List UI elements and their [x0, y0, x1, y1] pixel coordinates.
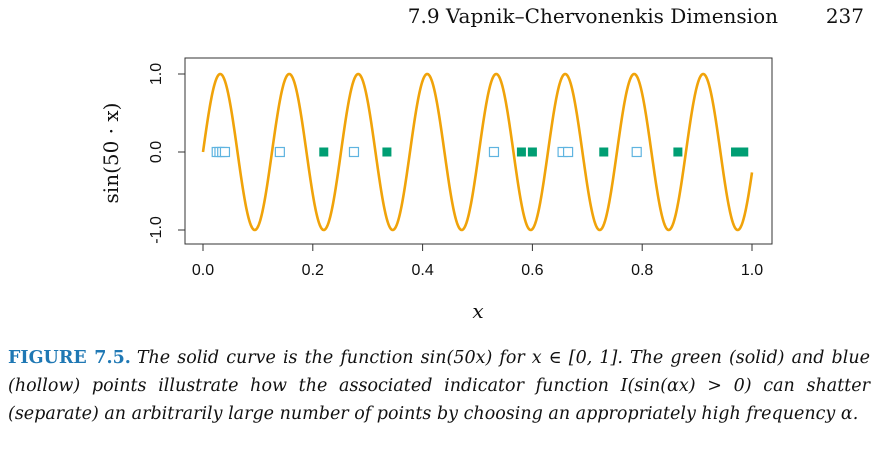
sine-figure: 0.0 0.2 0.4 0.6 0.8 1.0 -1.0 0.0 1.0 x sin(50 ·… [99, 57, 773, 323]
caption-label: FIGURE 7.5. [8, 348, 131, 368]
x-axis: 0.0 0.2 0.4 0.6 0.8 1.0 [192, 244, 763, 279]
blue-hollow-point [219, 146, 231, 158]
green-solid-point [319, 147, 329, 157]
green-solid-point [599, 147, 609, 157]
x-tick-label: 0.2 [302, 262, 324, 279]
y-axis: -1.0 0.0 1.0 [148, 63, 185, 244]
x-tick-label: 0.4 [411, 262, 433, 279]
green-solid-point [527, 147, 537, 157]
sine-curve [201, 72, 754, 232]
figure-caption: FIGURE 7.5. The solid curve is the functi… [8, 344, 870, 428]
points-group [211, 146, 749, 158]
y-axis-label: sin(50 · x) [99, 103, 123, 204]
blue-hollow-point [274, 146, 285, 158]
plot-frame [184, 57, 773, 245]
x-tick-label: 0.8 [631, 262, 653, 279]
x-tick-label: 0.6 [521, 262, 543, 279]
blue-hollow-point [488, 146, 500, 158]
green-solid-point [731, 147, 741, 157]
green-solid-point [673, 147, 683, 157]
x-tick-label: 0.0 [192, 262, 214, 279]
green-solid-point [382, 147, 392, 157]
green-solid-point [739, 147, 749, 157]
page-number: 237 [825, 4, 864, 28]
blue-hollow-point [348, 146, 360, 158]
blue-hollow-point [631, 146, 642, 158]
x-axis-label: x [472, 299, 483, 323]
green-solid-point [516, 147, 526, 157]
blue-hollow-point [562, 146, 574, 158]
y-tick-label: 0.0 [148, 141, 165, 163]
y-tick-label: 1.0 [148, 63, 165, 85]
x-tick-label: 1.0 [741, 262, 763, 279]
section-title: 7.9 Vapnik–Chervonenkis Dimension [407, 4, 778, 28]
page-header: 7.9 Vapnik–Chervonenkis Dimension 237 [0, 4, 876, 30]
caption-text: The solid curve is the function sin(50x)… [8, 348, 870, 424]
y-tick-label: -1.0 [148, 216, 165, 244]
